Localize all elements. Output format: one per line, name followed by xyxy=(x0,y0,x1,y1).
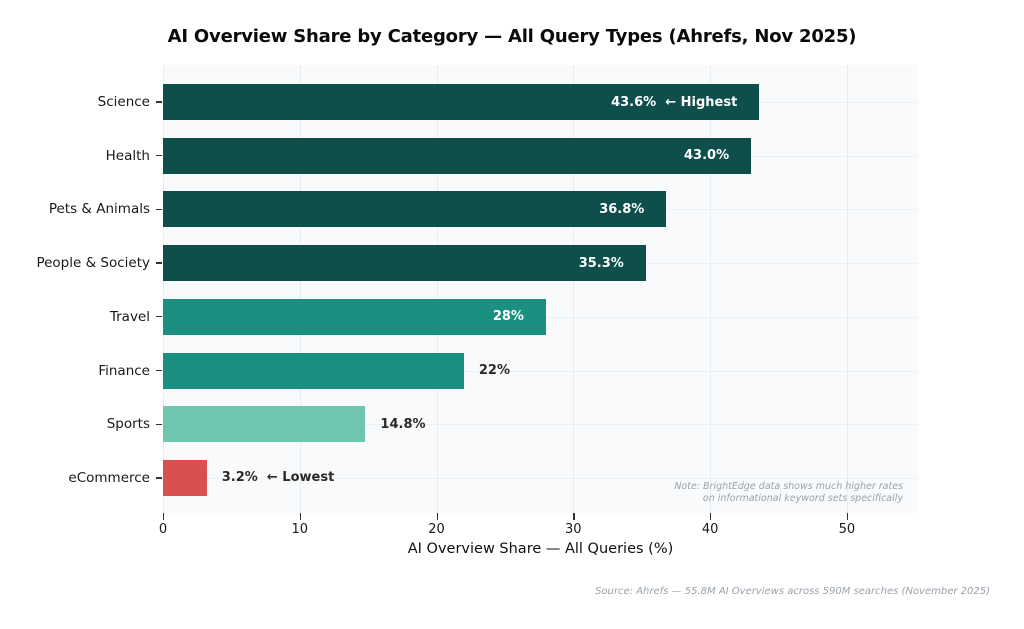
plot-area: 43.6% ← Highest 43.0% 36.8% 35.3% 28% 22% 14.8… xyxy=(163,65,918,513)
annotation-note: Note: BrightEdge data shows much higher … xyxy=(674,481,903,505)
y-tick-mark xyxy=(156,101,162,103)
source-caption: Source: Ahrefs — 55.8M AI Overviews acro… xyxy=(595,586,990,597)
bar-value-label: 3.2% ← Lowest xyxy=(221,470,335,486)
x-tick-mark xyxy=(299,513,302,520)
y-tick-mark xyxy=(156,208,162,211)
y-tick-mark xyxy=(156,155,162,157)
x-tick-label-20: 20 xyxy=(428,522,445,537)
bar-people-society: 35.3% xyxy=(163,245,646,282)
y-tick-mark xyxy=(156,262,162,264)
bar-pets-animals: 36.8% xyxy=(163,191,667,228)
bar-value-label: 43.6% ← Highest xyxy=(611,94,738,110)
y-tick-mark xyxy=(156,369,162,372)
x-tick-label-50: 50 xyxy=(838,522,856,537)
annotation-note-line1: Note: BrightEdge data shows much higher … xyxy=(674,481,903,492)
x-tick-mark xyxy=(436,513,438,520)
gridline-vertical xyxy=(846,65,848,513)
x-tick-label-40: 40 xyxy=(701,522,719,537)
y-tick-label-sports: Sports xyxy=(106,416,150,433)
bar-rect xyxy=(163,406,366,443)
bar-rect xyxy=(163,84,760,120)
bar-rect xyxy=(163,298,546,335)
y-tick-label-travel: Travel xyxy=(109,308,150,325)
bar-rect xyxy=(163,191,667,228)
y-tick-label-health: Health xyxy=(105,147,150,164)
y-tick-label-ecommerce: eCommerce xyxy=(68,469,150,486)
bar-finance: 22% xyxy=(163,352,510,389)
chart-title: AI Overview Share by Category — All Quer… xyxy=(167,26,857,47)
y-tick-label-pets-animals: Pets & Animals xyxy=(48,201,150,218)
bar-rect xyxy=(163,459,207,496)
annotation-note-line2: on informational keyword sets specifical… xyxy=(702,493,903,504)
y-tick-label-science: Science xyxy=(97,94,150,110)
bar-rect xyxy=(163,137,752,174)
bar-value-label: 43.0% xyxy=(684,148,730,164)
x-tick-mark xyxy=(163,513,165,520)
y-tick-mark xyxy=(156,423,162,425)
gridline-vertical xyxy=(573,65,575,513)
bar-ecommerce: 3.2% ← Lowest xyxy=(163,459,334,496)
bar-health: 43.0% xyxy=(163,137,752,174)
bar-sports: 14.8% xyxy=(163,406,426,443)
y-tick-mark xyxy=(156,477,162,479)
bar-value-label: 35.3% xyxy=(578,255,624,271)
x-tick-label-30: 30 xyxy=(565,522,582,537)
gridline-vertical xyxy=(299,65,301,513)
x-tick-mark xyxy=(573,513,575,520)
gridline-horizontal xyxy=(163,370,918,372)
x-tick-mark xyxy=(710,513,712,520)
bar-value-label: 22% xyxy=(478,363,511,378)
bar-rect xyxy=(163,245,646,282)
bar-travel: 28% xyxy=(163,298,546,335)
bar-rect xyxy=(163,352,464,389)
x-tick-mark xyxy=(846,513,849,520)
gridline-vertical xyxy=(436,65,438,513)
x-tick-label-10: 10 xyxy=(291,522,309,537)
gridline-vertical xyxy=(163,65,164,513)
bar-value-label: 28% xyxy=(492,309,524,325)
bar-value-label: 36.8% xyxy=(599,201,645,217)
x-axis-title: AI Overview Share — All Queries (%) xyxy=(407,541,674,557)
y-tick-label-finance: Finance xyxy=(98,362,150,379)
gridline-horizontal xyxy=(163,477,918,479)
x-tick-label-0: 0 xyxy=(158,522,168,537)
gridline-vertical xyxy=(710,65,712,513)
y-tick-label-people-society: People & Society xyxy=(36,255,150,272)
bar-value-label: 14.8% xyxy=(380,416,426,432)
y-tick-mark xyxy=(156,316,162,318)
gridline-horizontal xyxy=(163,424,918,426)
bar-science: 43.6% ← Highest xyxy=(163,84,760,120)
